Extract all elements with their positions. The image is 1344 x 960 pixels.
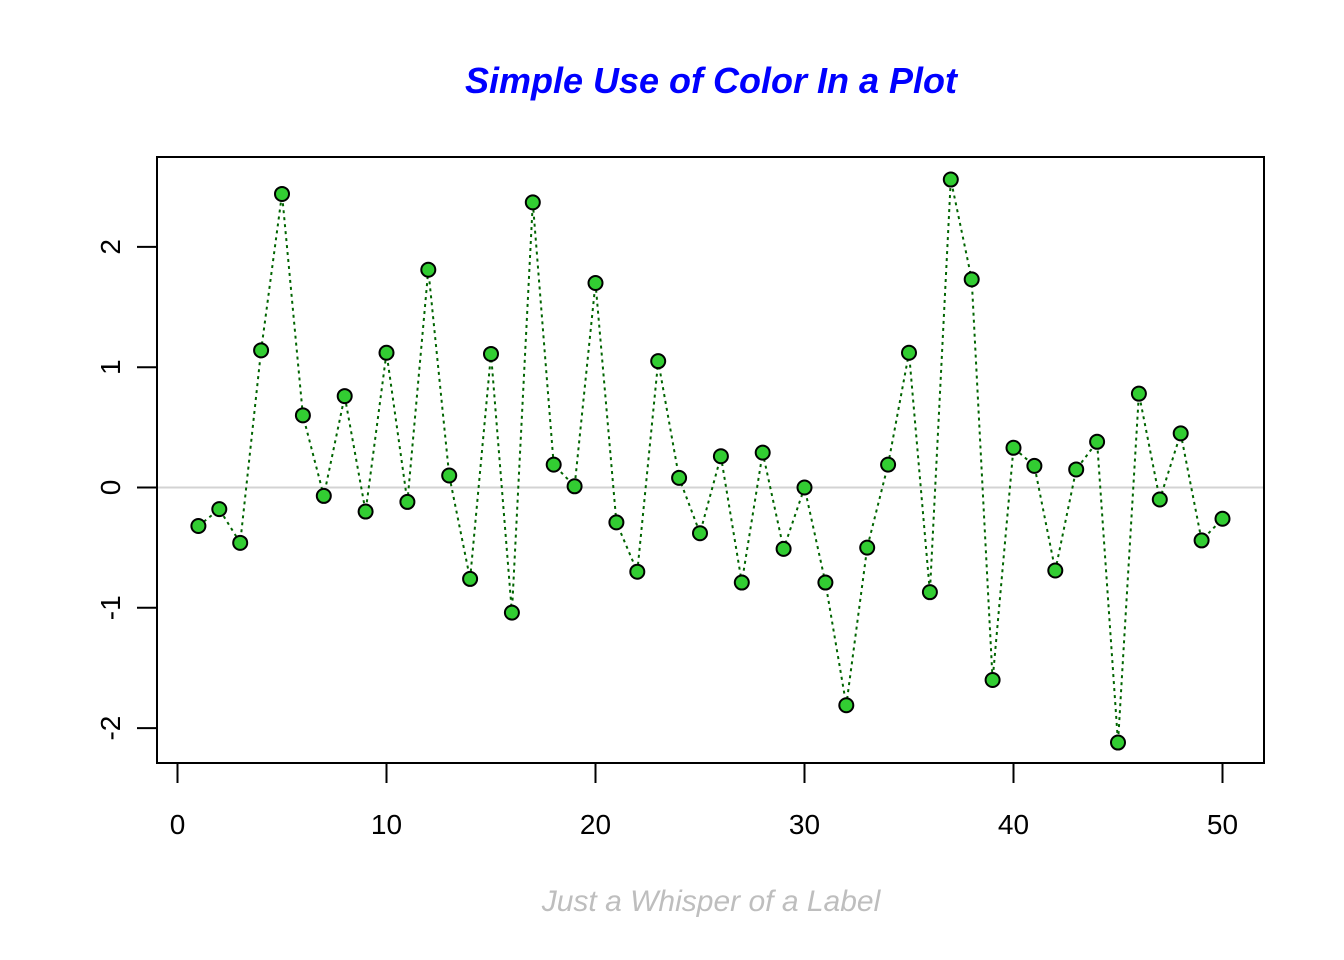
data-point (399, 493, 416, 510)
y-tick-label: 0 (95, 480, 126, 496)
data-point (190, 517, 207, 534)
data-point (1130, 385, 1147, 402)
x-tick-label: 10 (371, 809, 402, 840)
x-tick-label: 40 (998, 809, 1029, 840)
data-point (336, 388, 353, 405)
x-axis: 0 10 20 30 40 50 (170, 762, 1238, 840)
data-point (796, 479, 813, 496)
data-point (441, 467, 458, 484)
y-tick-label: -2 (95, 716, 126, 741)
series-points (190, 171, 1231, 751)
data-point (524, 194, 541, 211)
x-tick-label: 20 (580, 809, 611, 840)
chart-title: Simple Use of Color In a Plot (465, 60, 959, 101)
data-point (315, 487, 332, 504)
data-point (712, 448, 729, 465)
y-axis: -2 -1 0 1 2 (95, 239, 158, 741)
data-point (650, 353, 667, 370)
data-point (692, 525, 708, 542)
data-point (733, 574, 750, 591)
data-point (629, 563, 646, 580)
data-point (984, 671, 1001, 688)
data-point (1047, 562, 1064, 579)
data-point (1089, 433, 1106, 450)
data-point (503, 604, 520, 621)
data-point (357, 503, 374, 520)
data-point (901, 344, 917, 361)
data-point (775, 540, 792, 557)
data-point (671, 469, 688, 486)
data-point (1151, 491, 1168, 508)
data-point (880, 456, 897, 473)
data-point (566, 478, 583, 495)
data-point (859, 539, 876, 556)
y-tick-label: 1 (95, 359, 126, 375)
data-point (1172, 425, 1189, 442)
data-point (211, 501, 228, 518)
data-point (483, 345, 499, 362)
data-point (1214, 510, 1231, 527)
y-tick-label: -1 (95, 595, 126, 620)
data-point (1026, 457, 1043, 474)
data-point (1005, 439, 1022, 456)
data-point (1193, 532, 1210, 549)
data-point (253, 342, 270, 359)
data-point (608, 514, 625, 531)
x-tick-label: 30 (789, 809, 820, 840)
data-point (462, 570, 479, 587)
data-point (754, 444, 771, 461)
data-point (378, 344, 395, 361)
data-point (232, 534, 249, 551)
data-point (294, 407, 311, 424)
y-tick-label: 2 (95, 239, 126, 255)
data-point (274, 185, 290, 202)
data-point (921, 584, 938, 601)
x-axis-label: Just a Whisper of a Label (541, 885, 882, 918)
data-point (1110, 734, 1126, 751)
series-line (197, 179, 1224, 743)
data-point (587, 274, 604, 291)
data-point (420, 261, 437, 278)
x-tick-label: 0 (170, 809, 186, 840)
data-point (545, 456, 562, 473)
data-point (963, 271, 980, 288)
data-point (838, 697, 855, 714)
data-point (1068, 461, 1085, 478)
x-tick-label: 50 (1207, 809, 1238, 840)
data-point (817, 574, 834, 591)
data-point (942, 171, 959, 188)
